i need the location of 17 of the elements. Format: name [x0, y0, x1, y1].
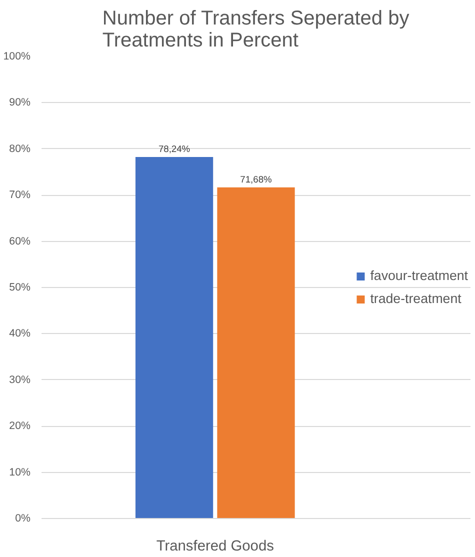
chart-title: Number of Transfers Seperated by Treatments in Percent [102, 8, 410, 52]
y-tick-label: 20% [9, 420, 32, 432]
y-tick-label: 70% [9, 189, 32, 202]
y-tick-label: 50% [9, 282, 32, 294]
y-tick-label: 80% [9, 142, 32, 155]
legend-label: favour-treatment [370, 268, 468, 283]
legend-label: trade-treatment [370, 291, 462, 306]
data-label: 78,24% [158, 144, 190, 154]
y-tick-label: 10% [9, 466, 32, 478]
y-tick-label: 30% [9, 374, 32, 386]
data-label: 71,68% [240, 174, 272, 184]
y-tick-label: 90% [9, 96, 32, 109]
y-tick-label: 0% [15, 512, 32, 524]
y-tick-label: 100% [3, 50, 32, 62]
x-tick-label: Transfered Goods [156, 538, 274, 554]
y-tick-label: 60% [9, 235, 32, 248]
y-tick-label: 40% [9, 328, 32, 340]
